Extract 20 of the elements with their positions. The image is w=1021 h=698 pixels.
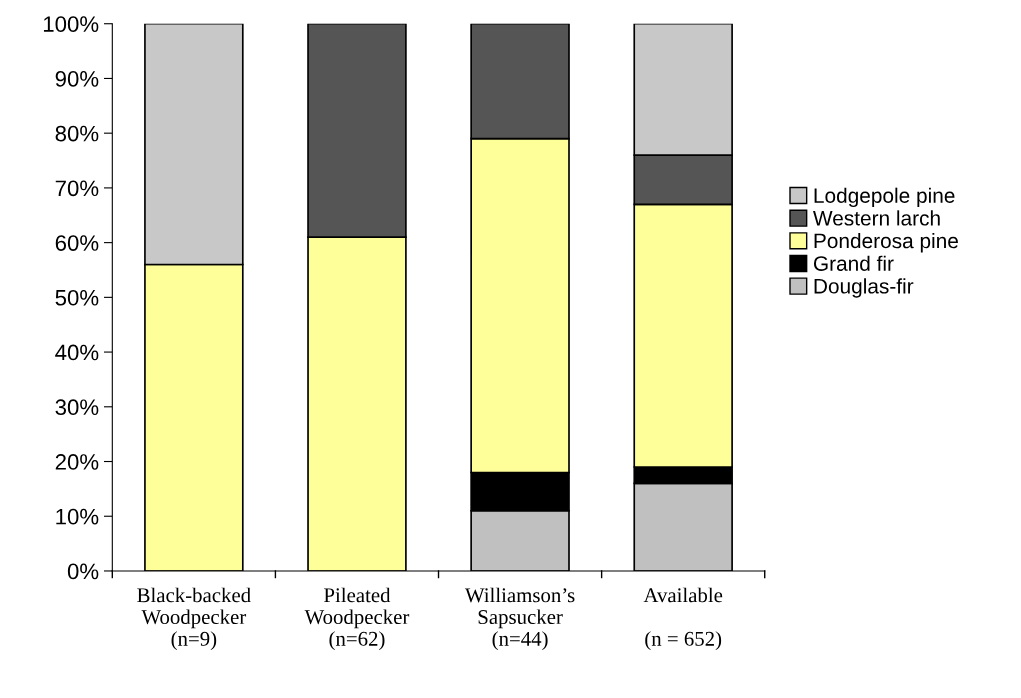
y-tick-label: 30% (55, 399, 99, 416)
y-tick-label: 10% (56, 508, 99, 525)
y-tick-label: 60% (55, 235, 99, 251)
y-tick-label: 50% (55, 289, 99, 306)
y-tick-label: 40% (55, 344, 99, 361)
legend-label: Ponderosa pine (814, 232, 958, 253)
legend-label: Grand fir (813, 255, 894, 271)
y-tick-label: 70% (55, 180, 99, 197)
category-label: Available (n = 652) (643, 587, 723, 651)
legend-label: Western larch (813, 210, 940, 226)
y-tick-label: 20% (55, 454, 99, 470)
y-tick-label: 0% (67, 563, 99, 580)
y-tick-label: 100% (43, 16, 99, 32)
legend-label: Douglas-fir (814, 278, 914, 298)
legend-label: Lodgepole pine (814, 187, 955, 208)
x-tick-label: Pileated Woodpecker (n=62) (304, 587, 410, 651)
x-tick-label: Williamson’s Sapsucker (n=44) (464, 587, 575, 651)
y-tick-label: 90% (55, 70, 99, 87)
x-tick-label: Black-backed Woodpecker (n=9) (137, 587, 251, 651)
y-tick-label: 80% (55, 125, 99, 142)
